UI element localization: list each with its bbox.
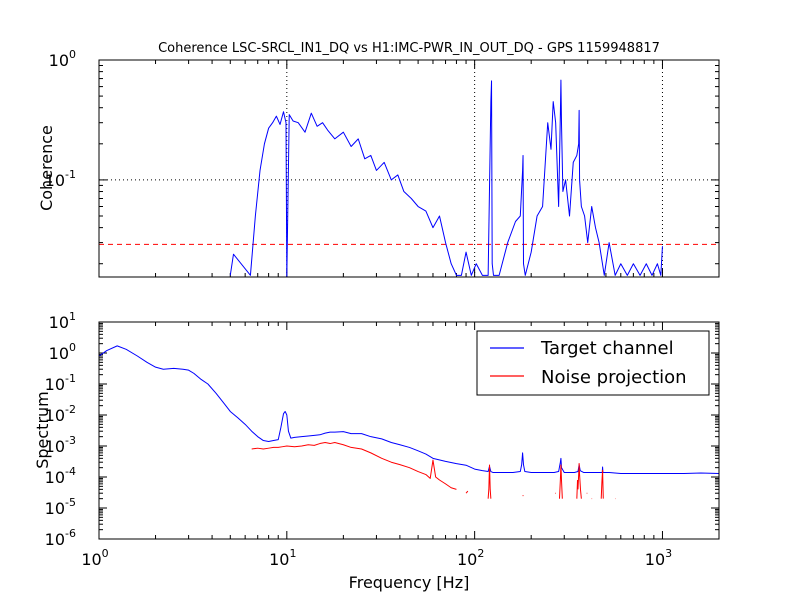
- spectrum-y-tick-label: 10-5: [45, 496, 76, 518]
- coherence-series: [229, 79, 663, 278]
- spectrum-x-tick-label: 101: [269, 547, 296, 569]
- target-channel-line: [98, 345, 720, 474]
- spectrum-y-tick-label: 10-6: [45, 527, 76, 549]
- noise-projection-fragment: [487, 464, 492, 499]
- noise-projection-fragment: [465, 490, 469, 494]
- spectrum-y-tick-labels: 101 100 10-1 10-2 10-3 10-4 10-5 10-6: [45, 310, 76, 549]
- spectrum-x-tick-label: 103: [645, 547, 672, 569]
- spectrum-ticks: [98, 321, 720, 540]
- spectrum-axes-frame: [98, 321, 720, 540]
- spectrum-y-tick-label: 101: [49, 310, 76, 332]
- spectrum-y-tick-label: 10-4: [45, 465, 76, 487]
- coherence-title: Coherence LSC-SRCL_IN1_DQ vs H1:IMC-PWR_…: [158, 41, 660, 56]
- spectrum-y-axis-label: Spectrum: [33, 391, 52, 469]
- spectrum-x-tick-label: 100: [81, 547, 108, 569]
- noise-projection-fragment: [600, 469, 604, 499]
- spectrum-y-tick-label: 10-2: [45, 403, 76, 425]
- spectrum-x-axis-label: Frequency [Hz]: [349, 573, 470, 592]
- noise-projection-fragment: [558, 464, 563, 499]
- coherence-y-axis-label: Coherence: [37, 125, 56, 211]
- spectrum-y-tick-label: 10-3: [45, 434, 76, 456]
- spectrum-panel: 101 100 10-1 10-2 10-3 10-4 10-5 10-6 100 101 102…: [45, 310, 720, 569]
- spectrum-x-tick-labels: 100 101 102 103: [81, 547, 672, 569]
- spectrum-x-tick-label: 102: [457, 547, 484, 569]
- spectrum-legend: Target channel Noise projection: [476, 330, 710, 396]
- legend-label-noise: Noise projection: [541, 367, 687, 388]
- coherence-y-tick-label: 100: [49, 48, 76, 70]
- noise-projection-fragment: [576, 463, 582, 499]
- coherence-axes-frame: [98, 59, 720, 278]
- coherence-y-tick-labels: 100 10-1: [45, 48, 76, 190]
- noise-projection-line: [251, 441, 457, 490]
- spectrum-y-tick-label: 10-1: [45, 372, 76, 394]
- coherence-y-tick-label: 10-1: [45, 168, 76, 190]
- legend-box: [476, 330, 710, 396]
- coherence-panel: 100 10-1: [45, 48, 720, 278]
- legend-label-target: Target channel: [540, 338, 674, 359]
- spectrum-series: [98, 345, 720, 500]
- coherence-line: [229, 79, 663, 278]
- spectrum-y-tick-label: 100: [49, 341, 76, 363]
